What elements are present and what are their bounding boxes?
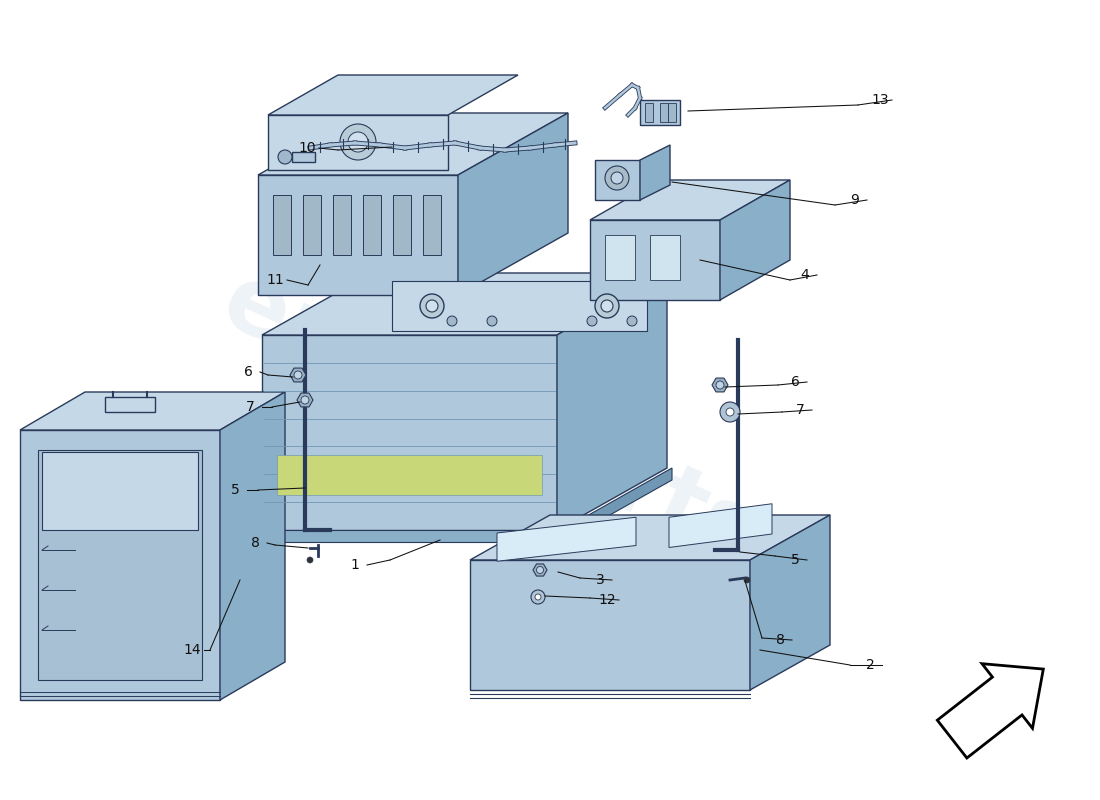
Circle shape	[426, 300, 438, 312]
Circle shape	[716, 381, 724, 389]
Polygon shape	[220, 392, 285, 700]
Circle shape	[487, 316, 497, 326]
Text: 8: 8	[251, 536, 260, 550]
Circle shape	[447, 316, 456, 326]
Polygon shape	[392, 281, 647, 331]
Polygon shape	[640, 100, 680, 125]
Circle shape	[340, 124, 376, 160]
Polygon shape	[297, 393, 313, 407]
Polygon shape	[268, 115, 448, 170]
Polygon shape	[562, 468, 672, 542]
Polygon shape	[104, 397, 155, 412]
Text: 4: 4	[801, 268, 810, 282]
Polygon shape	[605, 235, 635, 280]
Circle shape	[531, 590, 544, 604]
Polygon shape	[42, 452, 198, 530]
Polygon shape	[595, 160, 640, 200]
Polygon shape	[590, 220, 720, 300]
Circle shape	[726, 408, 734, 416]
Polygon shape	[668, 103, 676, 122]
Circle shape	[537, 566, 543, 574]
Polygon shape	[333, 195, 351, 255]
Polygon shape	[669, 504, 772, 547]
Text: 13: 13	[871, 93, 889, 107]
Polygon shape	[458, 113, 568, 295]
Polygon shape	[470, 515, 830, 560]
Polygon shape	[258, 113, 568, 175]
Polygon shape	[273, 195, 292, 255]
Text: 12: 12	[598, 593, 616, 607]
Circle shape	[595, 294, 619, 318]
Polygon shape	[937, 664, 1043, 758]
Polygon shape	[650, 235, 680, 280]
Text: eurosports: eurosports	[208, 256, 772, 584]
Polygon shape	[534, 564, 547, 576]
Polygon shape	[290, 368, 306, 382]
Circle shape	[744, 577, 750, 583]
Text: 7: 7	[245, 400, 254, 414]
Polygon shape	[268, 75, 518, 115]
Text: 14: 14	[184, 643, 201, 657]
Text: 5: 5	[231, 483, 240, 497]
Circle shape	[601, 300, 613, 312]
Polygon shape	[424, 195, 441, 255]
Circle shape	[294, 371, 302, 379]
Text: 10: 10	[298, 141, 316, 155]
Polygon shape	[257, 530, 562, 542]
Polygon shape	[640, 145, 670, 200]
Polygon shape	[590, 180, 790, 220]
Circle shape	[605, 166, 629, 190]
Circle shape	[587, 316, 597, 326]
Polygon shape	[302, 195, 321, 255]
Polygon shape	[277, 455, 542, 495]
Polygon shape	[262, 273, 667, 335]
Circle shape	[720, 402, 740, 422]
Circle shape	[348, 132, 369, 152]
Polygon shape	[20, 392, 285, 430]
Circle shape	[301, 396, 309, 404]
Circle shape	[307, 557, 314, 563]
Text: 3: 3	[595, 573, 604, 587]
Circle shape	[535, 594, 541, 600]
Polygon shape	[470, 560, 750, 690]
Text: 11: 11	[266, 273, 284, 287]
Polygon shape	[258, 175, 458, 295]
Polygon shape	[750, 515, 830, 690]
Polygon shape	[363, 195, 381, 255]
Polygon shape	[720, 180, 790, 300]
Text: 6: 6	[791, 375, 800, 389]
Circle shape	[278, 150, 292, 164]
Polygon shape	[20, 430, 220, 700]
Polygon shape	[712, 378, 728, 392]
Circle shape	[627, 316, 637, 326]
Text: 9: 9	[850, 193, 859, 207]
Polygon shape	[557, 273, 667, 530]
Circle shape	[420, 294, 444, 318]
Polygon shape	[645, 103, 653, 122]
Polygon shape	[497, 518, 636, 562]
Polygon shape	[292, 152, 315, 162]
Text: 7: 7	[795, 403, 804, 417]
Text: 8: 8	[776, 633, 784, 647]
Polygon shape	[393, 195, 411, 255]
Text: 6: 6	[243, 365, 252, 379]
Text: 1: 1	[351, 558, 360, 572]
Text: 2: 2	[866, 658, 874, 672]
Circle shape	[610, 172, 623, 184]
Polygon shape	[262, 335, 557, 530]
Polygon shape	[39, 450, 202, 680]
Text: a passion for parts since 1985: a passion for parts since 1985	[333, 450, 647, 610]
Polygon shape	[660, 103, 668, 122]
Text: 5: 5	[791, 553, 800, 567]
